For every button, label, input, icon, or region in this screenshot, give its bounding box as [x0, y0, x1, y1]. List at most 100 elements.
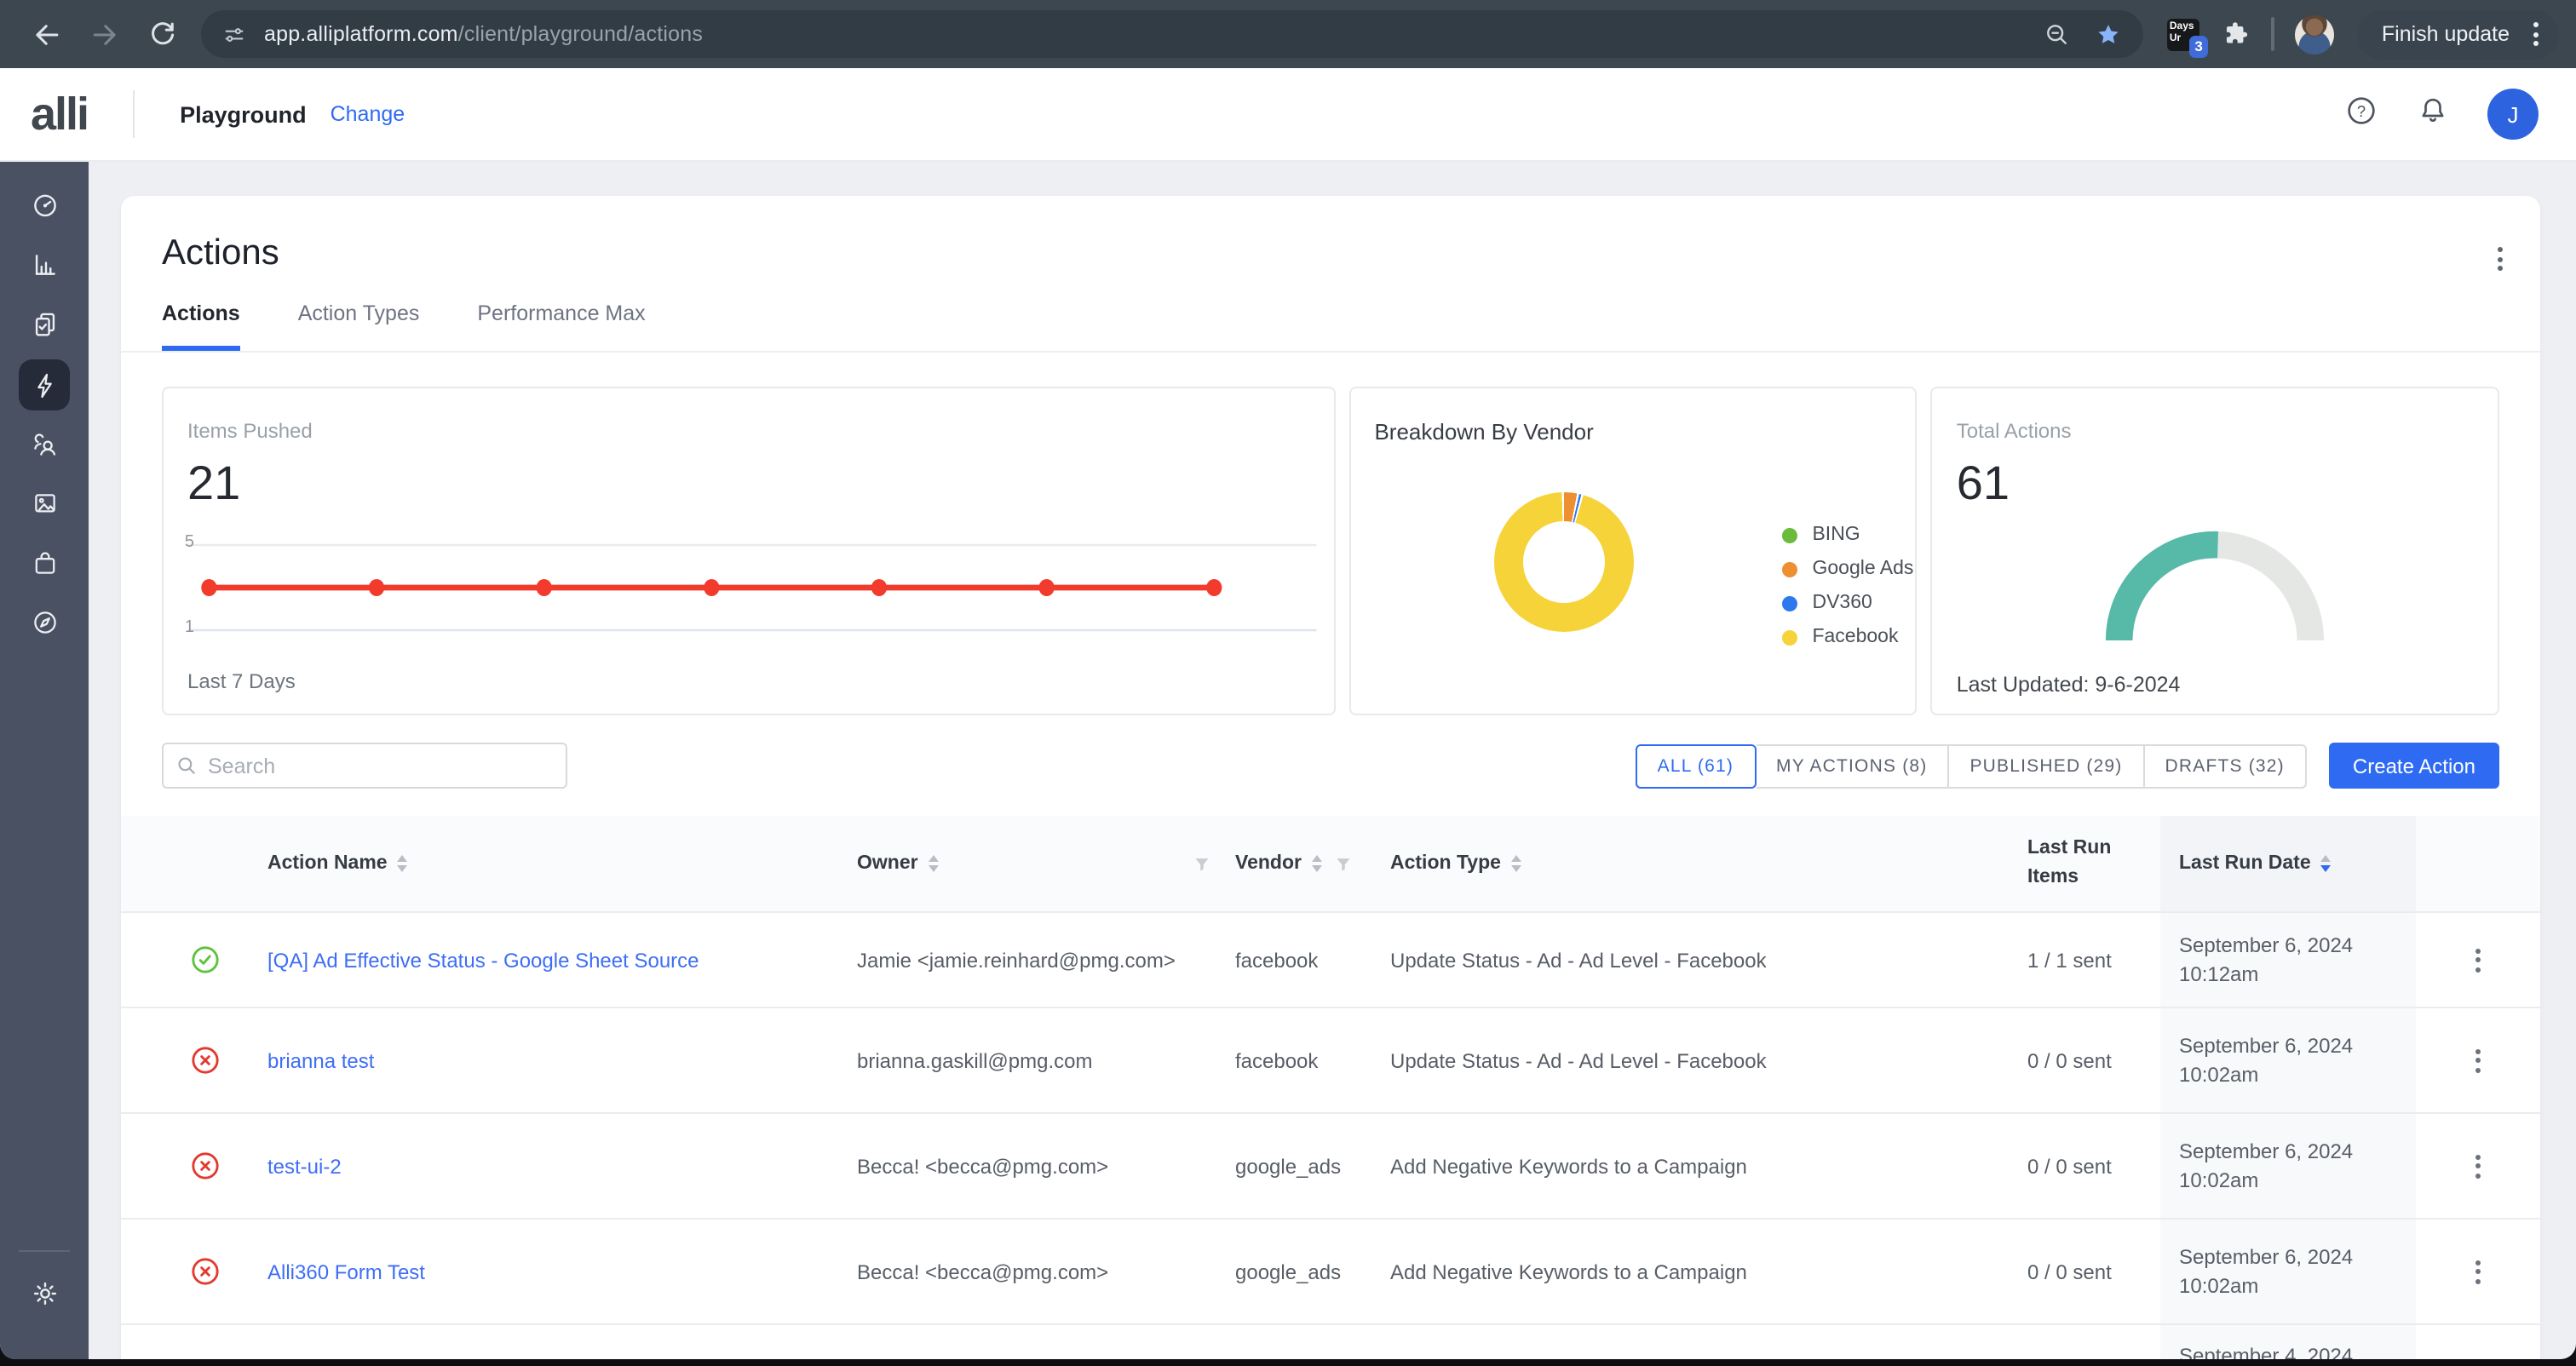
search-input[interactable]: [162, 743, 567, 789]
total-actions-card: Total Actions 61 Last Updated: 9-6-2024: [1930, 387, 2500, 715]
vendor-legend: BING Google Ads DV360 Facebook: [1781, 518, 1913, 654]
table-row-partial[interactable]: September 4, 2024: [121, 1323, 2540, 1359]
tab-action-types[interactable]: Action Types: [297, 301, 420, 325]
table-row[interactable]: brianna test brianna.gaskill@pmg.com fac…: [121, 1007, 2540, 1112]
back-button[interactable]: [17, 9, 75, 60]
table-toolbar: ALL (61) MY ACTIONS (8) PUBLISHED (29) D…: [121, 715, 2540, 789]
y-tick-top: 5: [184, 533, 194, 552]
action-name-link[interactable]: brianna test: [267, 1048, 375, 1072]
action-name-cell: brianna test: [267, 1048, 857, 1072]
reload-button[interactable]: [133, 9, 191, 60]
bookmark-star-icon[interactable]: [2095, 20, 2124, 49]
users-icon: [33, 433, 55, 455]
vendor-breakdown-title: Breakdown By Vendor: [1374, 419, 1594, 445]
vendor-cell: google_ads: [1235, 1154, 1342, 1178]
vendor-filter-icon[interactable]: [1334, 854, 1353, 873]
row-menu-button[interactable]: [2469, 1147, 2487, 1185]
row-menu-button[interactable]: [2469, 941, 2487, 979]
row-menu-button[interactable]: [2469, 1253, 2487, 1290]
days-until-extension-icon[interactable]: Days Ur 3: [2167, 18, 2209, 57]
vendor-header[interactable]: Vendor: [1235, 853, 1390, 874]
alli-logo[interactable]: alli: [31, 88, 89, 139]
sidebar-item-tasks[interactable]: [20, 300, 68, 347]
filter-my-actions[interactable]: MY ACTIONS (8): [1756, 743, 1950, 788]
create-action-button[interactable]: Create Action: [2328, 743, 2499, 789]
items-pushed-card: Items Pushed 21 5 1 Last 7 Days: [162, 387, 1336, 715]
owner-header[interactable]: Owner: [857, 853, 1235, 874]
items-pushed-value: 21: [187, 456, 241, 509]
tab-actions[interactable]: Actions: [162, 301, 240, 351]
table-row[interactable]: Alli360 Form Test Becca! <becca@pmg.com>…: [121, 1218, 2540, 1323]
action-name-link[interactable]: test-ui-2: [267, 1154, 342, 1178]
legend-item-google-ads: Google Ads: [1781, 552, 1913, 586]
search-icon: [178, 757, 195, 774]
filter-drafts[interactable]: DRAFTS (32): [2144, 743, 2307, 788]
image-icon: [34, 493, 55, 512]
extensions-puzzle-icon[interactable]: [2221, 19, 2251, 49]
facebook-dot: [1781, 629, 1797, 645]
owner-filter-icon[interactable]: [1193, 854, 1211, 873]
table-row[interactable]: test-ui-2 Becca! <becca@pmg.com> google_…: [121, 1112, 2540, 1218]
forward-button[interactable]: [75, 9, 133, 60]
page-title: Actions: [162, 233, 279, 273]
notifications-bell-icon[interactable]: [2416, 93, 2450, 135]
action-name-link[interactable]: Alli360 Form Test: [267, 1260, 425, 1283]
last-run-date-sort-icon[interactable]: [2320, 855, 2332, 872]
sidebar-item-reports[interactable]: [20, 240, 68, 288]
filter-group: ALL (61) MY ACTIONS (8) PUBLISHED (29) D…: [1635, 743, 2307, 788]
chrome-menu-icon[interactable]: [2527, 15, 2545, 53]
zoom-out-icon[interactable]: [2044, 20, 2071, 48]
sidebar-item-audiences[interactable]: [20, 419, 68, 467]
filter-published[interactable]: PUBLISHED (29): [1949, 743, 2145, 788]
last-run-date-header[interactable]: Last Run Date: [2160, 816, 2416, 911]
browser-profile-avatar[interactable]: [2294, 14, 2334, 54]
site-settings-icon[interactable]: [221, 21, 247, 47]
items-pushed-chart-wrap: 5 1: [174, 533, 1320, 647]
change-workspace-link[interactable]: Change: [330, 102, 405, 126]
finish-update-label: Finish update: [2381, 22, 2510, 46]
reload-icon: [151, 21, 174, 44]
url-path: /client/playground/actions: [457, 22, 704, 46]
tab-performance-max[interactable]: Performance Max: [477, 301, 646, 325]
help-button[interactable]: ?: [2344, 93, 2378, 135]
panel-menu-button[interactable]: [2491, 240, 2510, 278]
vendor-sort-icon[interactable]: [1311, 855, 1322, 872]
sidebar-item-dashboard[interactable]: [20, 181, 68, 228]
compass-icon: [33, 611, 55, 633]
action-name-header[interactable]: Action Name: [267, 853, 857, 874]
sidebar-item-actions[interactable]: [19, 359, 70, 410]
row-menu-button[interactable]: [2469, 1042, 2487, 1079]
action-name-cell: Alli360 Form Test: [267, 1260, 857, 1283]
url-host: app.alliplatform.com: [264, 22, 458, 46]
speedometer-icon: [33, 193, 55, 216]
action-type-header[interactable]: Action Type: [1390, 853, 2027, 874]
vendor-cell: facebook: [1235, 1048, 1319, 1072]
sidebar-item-creative[interactable]: [20, 479, 68, 526]
vendor-donut: [1493, 492, 1634, 632]
browser-chrome: app.alliplatform.com/client/playground/a…: [0, 0, 2576, 68]
legend-item-bing: BING: [1781, 518, 1913, 552]
sidebar-item-explore[interactable]: [20, 598, 68, 646]
status-error-icon: [190, 1257, 219, 1286]
actions-panel: Actions Actions Action Types Performance…: [121, 196, 2540, 1359]
extension-badge: 3: [2188, 35, 2209, 57]
table-row[interactable]: [QA] Ad Effective Status - Google Sheet …: [121, 911, 2540, 1007]
action-type-sort-icon[interactable]: [1510, 855, 1521, 872]
filter-all[interactable]: ALL (61): [1635, 743, 1757, 788]
finish-update-button[interactable]: Finish update: [2357, 9, 2559, 59]
gear-icon: [32, 1281, 56, 1305]
action-name-link[interactable]: [QA] Ad Effective Status - Google Sheet …: [267, 948, 699, 972]
dv360-dot: [1781, 595, 1797, 611]
bing-dot: [1781, 527, 1797, 542]
stats-row: Items Pushed 21 5 1 Last 7 Days Breakdow…: [121, 353, 2540, 715]
user-avatar[interactable]: J: [2487, 89, 2539, 140]
last-run-date-cell: September 6, 2024 10:02am: [2160, 1220, 2416, 1323]
url-bar[interactable]: app.alliplatform.com/client/playground/a…: [201, 10, 2144, 58]
owner-sort-icon[interactable]: [928, 855, 939, 872]
action-name-cell: [QA] Ad Effective Status - Google Sheet …: [267, 948, 857, 972]
action-name-sort-icon[interactable]: [397, 855, 408, 872]
sidebar-item-shopping[interactable]: [20, 538, 68, 586]
sidebar-item-settings[interactable]: [20, 1269, 68, 1317]
action-type-cell: Add Negative Keywords to a Campaign: [1390, 1154, 1747, 1178]
